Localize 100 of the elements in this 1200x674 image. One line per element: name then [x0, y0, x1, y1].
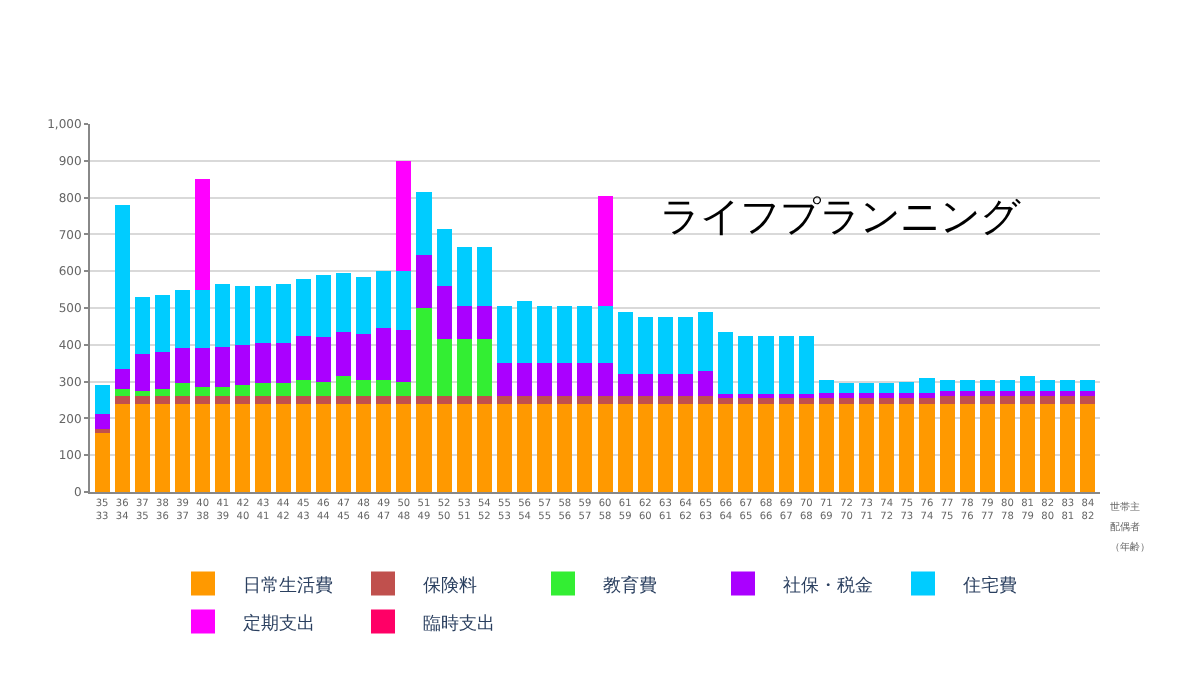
bar: [114, 388, 130, 397]
bar: [195, 387, 211, 397]
bar: [94, 384, 110, 414]
bar: [235, 403, 251, 492]
bar: [476, 306, 492, 340]
bar: [436, 285, 452, 340]
bar: [134, 296, 150, 354]
bar: [356, 403, 372, 492]
bar: [376, 271, 392, 329]
bar: [376, 403, 392, 492]
bar: [657, 403, 673, 492]
bar: [838, 392, 855, 398]
bar: [436, 228, 452, 286]
bar: [838, 383, 855, 393]
bar: [798, 335, 814, 395]
bar: [939, 390, 955, 397]
bar: [738, 335, 754, 395]
bar: [698, 396, 714, 404]
bar: [134, 390, 150, 397]
bar: [416, 308, 432, 397]
bar: [919, 377, 935, 393]
bar: [235, 385, 251, 397]
bar: [577, 396, 593, 404]
bar: [617, 396, 633, 404]
bar: [114, 204, 130, 369]
legend-label: 教育費: [603, 574, 657, 597]
bar: [999, 390, 1015, 397]
bar: [1040, 403, 1056, 492]
bar: [979, 403, 995, 492]
bar: [496, 306, 512, 364]
bar: [597, 396, 613, 404]
bar: [778, 335, 794, 395]
bar: [838, 403, 855, 492]
bar: [617, 403, 633, 492]
bar: [899, 381, 915, 393]
bar: [999, 403, 1015, 492]
bar: [1040, 390, 1056, 397]
bar: [698, 370, 714, 397]
bar: [315, 274, 331, 338]
bar: [577, 363, 593, 397]
bar: [678, 317, 694, 375]
bar: [577, 403, 593, 492]
bar: [396, 403, 412, 492]
bar: [718, 403, 734, 492]
bar: [939, 403, 955, 492]
bar: [114, 368, 130, 389]
bar: [335, 403, 352, 492]
bar: [959, 390, 975, 397]
bar: [315, 337, 331, 382]
bar: [979, 396, 995, 404]
bar: [738, 403, 754, 492]
bar: [496, 363, 512, 397]
bar: [154, 352, 170, 389]
bar: [597, 403, 613, 492]
bar: [114, 396, 130, 404]
bar: [215, 346, 231, 388]
bar: [1060, 379, 1076, 391]
bar: [879, 392, 895, 398]
bar: [557, 396, 573, 404]
bar: [657, 317, 673, 375]
bar: [698, 403, 714, 492]
bar: [376, 379, 392, 397]
bar: [1040, 396, 1056, 404]
legend-label: 保険料: [423, 574, 477, 597]
bar: [979, 390, 995, 397]
bar: [396, 330, 412, 382]
bar: [335, 396, 352, 404]
bar: [778, 403, 794, 492]
legend-label: 住宅費: [963, 574, 1017, 597]
bar: [1040, 379, 1056, 391]
bar: [557, 306, 573, 364]
bar: [959, 379, 975, 391]
bar: [476, 396, 492, 404]
bar: [436, 403, 452, 492]
bar: [195, 403, 211, 492]
bar: [295, 396, 311, 404]
bar: [275, 403, 291, 492]
bar: [175, 348, 191, 384]
bar: [859, 392, 875, 398]
bar: [678, 374, 694, 397]
bar: [637, 374, 653, 397]
bar: [517, 403, 533, 492]
bar: [396, 271, 412, 331]
bar: [154, 396, 170, 404]
bar: [979, 379, 995, 391]
bar: [617, 311, 633, 375]
bar: [1020, 403, 1036, 492]
legend-label: 社保・税金: [783, 574, 873, 597]
bar: [476, 339, 492, 397]
bar: [537, 363, 553, 397]
bar: [376, 396, 392, 404]
bar: [1080, 403, 1096, 492]
bar: [959, 396, 975, 404]
bar: [637, 403, 653, 492]
bar: [919, 403, 935, 492]
bar: [94, 413, 110, 429]
bar: [134, 354, 150, 391]
bar: [356, 396, 372, 404]
bar: [436, 339, 452, 397]
bar: [315, 403, 331, 492]
